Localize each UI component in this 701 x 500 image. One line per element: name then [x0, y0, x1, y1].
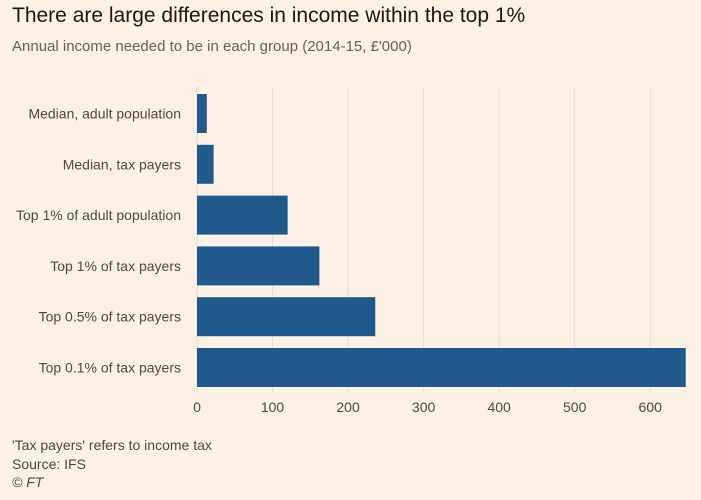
bar: [197, 94, 207, 133]
category-label: Top 0.5% of tax payers: [39, 309, 181, 325]
x-tick-label: 100: [261, 399, 285, 415]
category-label: Top 1% of tax payers: [50, 258, 181, 274]
x-tick-label: 0: [193, 399, 201, 415]
bar: [197, 144, 214, 184]
x-tick-label: 600: [639, 399, 663, 415]
category-label: Top 0.1% of tax payers: [39, 360, 181, 376]
category-label: Top 1% of adult population: [16, 207, 181, 223]
chart-subtitle: Annual income needed to be in each group…: [12, 38, 412, 55]
footnote: 'Tax payers' refers to income tax: [12, 437, 212, 453]
bar: [197, 348, 686, 387]
bar: [197, 246, 320, 286]
x-tick-label: 500: [563, 399, 587, 415]
chart-title: There are large differences in income wi…: [12, 4, 526, 27]
category-label: Median, adult population: [28, 106, 181, 122]
bar-chart: 0 100 200 300 400 500 600 Median, adult populat…: [16, 88, 686, 415]
category-label: Median, tax payers: [63, 156, 181, 172]
x-tick-label: 200: [336, 399, 360, 415]
bar: [197, 195, 288, 235]
copyright-credit: © FT: [12, 474, 44, 490]
x-tick-label: 400: [487, 399, 511, 415]
x-tick-label: 300: [412, 399, 436, 415]
source-note: Source: IFS: [12, 456, 86, 472]
bar: [197, 297, 376, 337]
